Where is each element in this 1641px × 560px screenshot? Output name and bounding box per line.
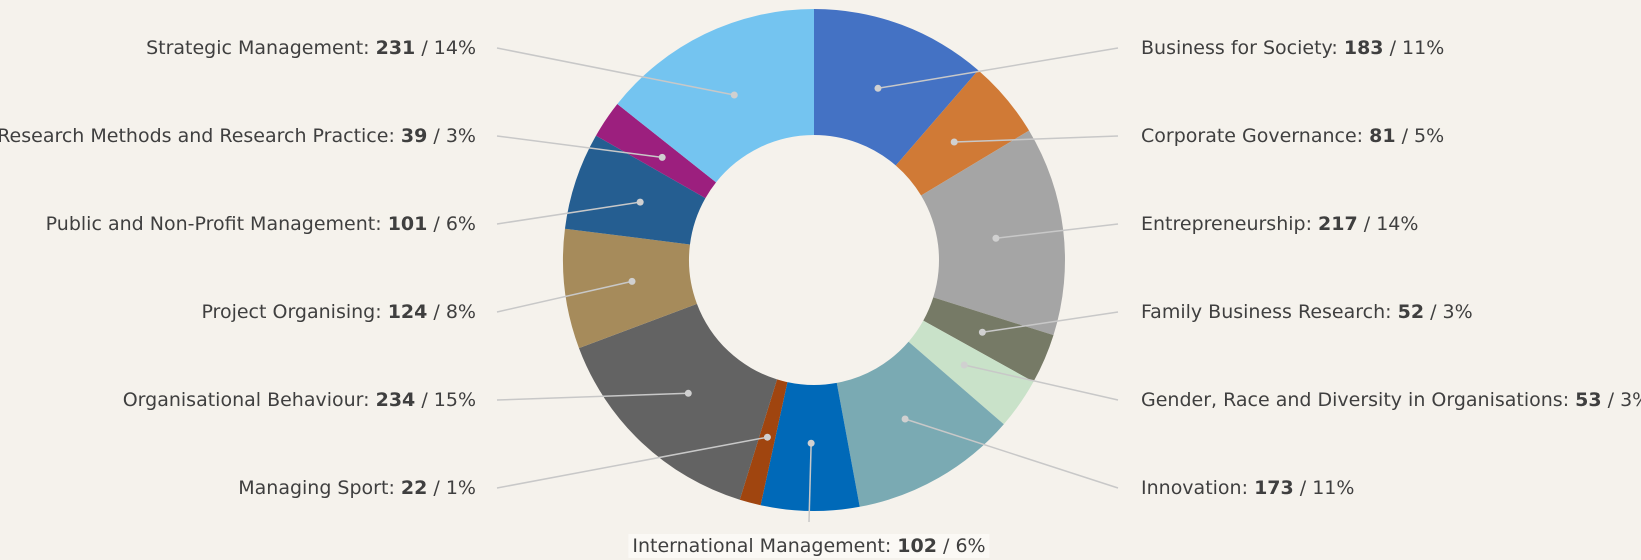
leader-line bbox=[877, 47, 1119, 90]
leader-line bbox=[954, 135, 1119, 143]
label-val: 124 bbox=[387, 301, 428, 323]
slice-label: Managing Sport221% bbox=[238, 476, 476, 500]
leader-dot bbox=[658, 153, 666, 161]
slice-label: Business for Society18311% bbox=[1141, 36, 1444, 60]
slice-label: Innovation17311% bbox=[1141, 476, 1354, 500]
slice-label: Research Methods and Research Practice39… bbox=[0, 124, 476, 148]
label-pct: 11% bbox=[1294, 477, 1355, 499]
label-val: 217 bbox=[1318, 213, 1358, 235]
label-name: Gender, Race and Diversity in Organisati… bbox=[1141, 389, 1575, 411]
label-val: 39 bbox=[400, 125, 428, 147]
slice-label: Family Business Research523% bbox=[1141, 300, 1473, 324]
label-pct: 6% bbox=[427, 213, 476, 235]
label-pct: 8% bbox=[427, 301, 476, 323]
label-pct: 5% bbox=[1396, 125, 1445, 147]
label-name: Organisational Behaviour bbox=[123, 389, 376, 411]
label-name: International Management bbox=[632, 535, 897, 557]
slice-label: International Management1026% bbox=[628, 534, 990, 558]
label-pct: 14% bbox=[1358, 213, 1419, 235]
donut-slice bbox=[578, 303, 778, 500]
label-pct: 6% bbox=[937, 535, 986, 557]
leader-line bbox=[904, 418, 1119, 489]
donut-slice bbox=[895, 70, 1030, 196]
label-name: Project Organising bbox=[201, 301, 387, 323]
donut-slice bbox=[923, 297, 1054, 382]
leader-dot bbox=[874, 84, 882, 92]
label-name: Corporate Governance bbox=[1141, 125, 1369, 147]
leader-line bbox=[808, 443, 812, 523]
label-val: 81 bbox=[1369, 125, 1396, 147]
slice-label: Strategic Management23114% bbox=[146, 36, 476, 60]
label-val: 173 bbox=[1254, 477, 1294, 499]
leader-dot bbox=[978, 328, 986, 336]
leader-line bbox=[496, 280, 633, 313]
label-val: 231 bbox=[375, 37, 416, 59]
donut-slice bbox=[760, 382, 860, 511]
label-pct: 3% bbox=[1602, 389, 1641, 411]
donut-slice bbox=[564, 135, 706, 245]
label-name: Research Methods and Research Practice bbox=[0, 125, 401, 147]
label-val: 102 bbox=[897, 535, 937, 557]
leader-dot bbox=[763, 433, 771, 441]
leader-line bbox=[995, 223, 1119, 240]
donut-slice bbox=[908, 320, 1034, 425]
slice-label: Project Organising1248% bbox=[201, 300, 476, 324]
label-pct: 11% bbox=[1384, 37, 1445, 59]
label-name: Family Business Research bbox=[1141, 301, 1398, 323]
donut-slice bbox=[921, 130, 1065, 336]
label-val: 183 bbox=[1343, 37, 1384, 59]
leader-line bbox=[496, 47, 735, 96]
slice-label: Entrepreneurship21714% bbox=[1141, 212, 1418, 236]
slice-label: Organisational Behaviour23415% bbox=[123, 388, 476, 412]
leader-dot bbox=[628, 277, 636, 285]
donut-slice bbox=[739, 379, 788, 506]
slice-label: Gender, Race and Diversity in Organisati… bbox=[1141, 388, 1641, 412]
label-name: Managing Sport bbox=[238, 477, 401, 499]
leader-dot bbox=[901, 415, 909, 423]
leader-dot bbox=[636, 198, 644, 206]
leader-line bbox=[496, 201, 641, 225]
label-pct: 1% bbox=[427, 477, 476, 499]
leader-line bbox=[496, 135, 663, 159]
donut-slice bbox=[814, 9, 979, 166]
donut-slice bbox=[563, 228, 697, 349]
label-val: 52 bbox=[1397, 301, 1425, 323]
leader-line bbox=[982, 311, 1119, 333]
label-name: Strategic Management bbox=[146, 37, 376, 59]
label-name: Innovation bbox=[1141, 477, 1254, 499]
leader-dot bbox=[960, 361, 968, 369]
label-pct: 14% bbox=[415, 37, 476, 59]
donut-slice bbox=[617, 9, 814, 183]
leader-dot bbox=[684, 389, 692, 397]
leader-line bbox=[964, 364, 1119, 401]
slice-label: Corporate Governance815% bbox=[1141, 124, 1444, 148]
slice-label: Public and Non-Profit Management1016% bbox=[46, 212, 476, 236]
label-name: Public and Non-Profit Management bbox=[46, 213, 388, 235]
label-val: 234 bbox=[375, 389, 416, 411]
label-name: Business for Society bbox=[1141, 37, 1344, 59]
label-pct: 3% bbox=[1424, 301, 1473, 323]
leader-dot bbox=[992, 234, 1000, 242]
label-pct: 15% bbox=[415, 389, 476, 411]
leader-dot bbox=[950, 138, 958, 146]
label-val: 101 bbox=[387, 213, 428, 235]
label-val: 22 bbox=[400, 477, 428, 499]
label-name: Entrepreneurship bbox=[1141, 213, 1318, 235]
label-val: 53 bbox=[1575, 389, 1602, 411]
leader-dot bbox=[807, 439, 815, 447]
leader-line bbox=[496, 436, 768, 489]
label-pct: 3% bbox=[427, 125, 476, 147]
leader-dot bbox=[730, 91, 738, 99]
leader-line bbox=[496, 392, 689, 401]
donut-slice bbox=[595, 104, 717, 199]
